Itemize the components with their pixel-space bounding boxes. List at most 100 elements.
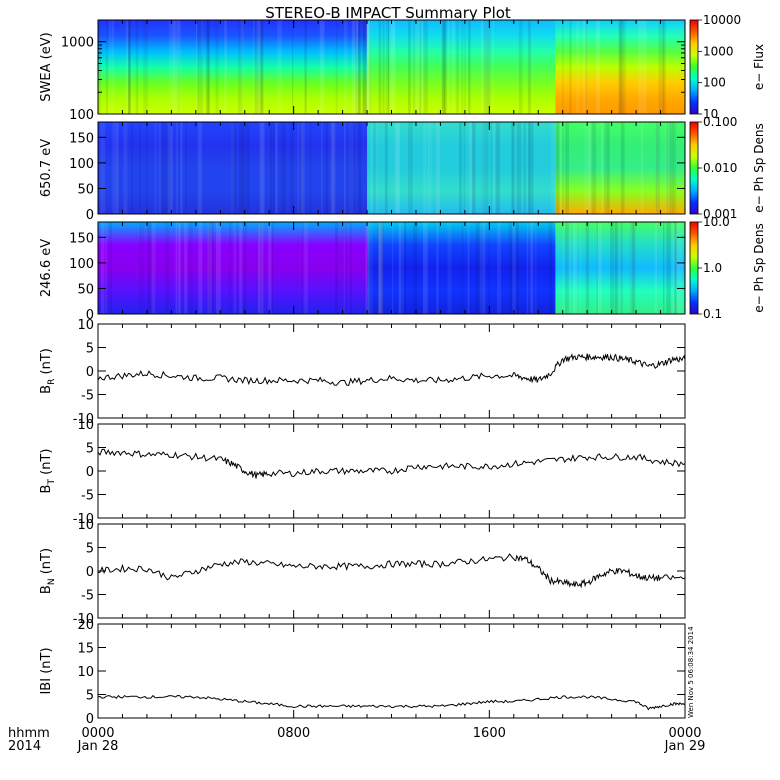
spectrogram-streak [567,222,571,314]
spectrogram-streak [358,122,362,214]
spectrogram-streak [582,20,587,114]
spectrogram-streak [658,20,661,114]
y-axis-label: BT (nT) [39,449,57,494]
spectrogram-streak [105,20,108,114]
spectrogram-streak [419,20,422,114]
spectrogram-streak [381,222,383,314]
y-tick-label: 5 [86,689,94,704]
spectrogram-streak [511,122,515,214]
spectrogram-streak [464,20,466,114]
spectrogram-streak [197,20,199,114]
spectrogram-region [98,20,368,114]
spectrogram-streak [259,122,265,214]
x-tick-sublabel: Jan 29 [664,739,706,754]
spectrogram-streak [201,20,203,114]
spectrogram-streak [390,20,394,114]
y-tick-label: 1000 [61,36,94,51]
spectrogram-streak [158,122,162,214]
spectrogram-streak [565,122,570,214]
spectrogram-streak [461,20,464,114]
spectrogram-streak [407,122,413,214]
y-tick-label: 15 [77,642,94,657]
y-axis-label: BR (nT) [39,348,57,394]
spectrogram-streak [459,122,462,214]
spectrogram-streak [109,20,112,114]
spectrogram-streak [482,222,486,314]
y-tick-label: 5 [86,442,94,457]
spectrogram-streak [171,20,176,114]
spectrogram-streak [216,222,221,314]
spectrogram-streak [100,222,105,314]
spectrogram-streak [619,20,622,114]
spectrogram-streak [175,222,178,314]
spectrogram-streak [185,122,187,214]
spectrogram-streak [240,20,244,114]
series-line-bmag [97,694,686,711]
spectrogram-streak [562,20,564,114]
spectrogram-streak [205,20,210,114]
spectrogram-streak [378,222,384,314]
y-tick-label: 10 [77,318,94,333]
spectrogram-streak [271,222,274,314]
spectrogram-streak [655,122,660,214]
spectrogram-streak [666,122,671,214]
spectrogram-streak [382,222,384,314]
spectrogram-region [555,20,686,114]
x-tick-label: 0000 [668,726,701,741]
spectrogram-streak [224,20,227,114]
spectrogram-streak [591,122,597,214]
spectrogram-region [555,122,686,214]
spectrogram-streak [127,20,131,114]
y-tick-label: 50 [77,282,94,297]
y-tick-label: 0 [86,365,94,380]
colorbar-tick-label: 10 [703,107,718,121]
spectrogram-streak [672,222,676,314]
y-tick-label: 0 [86,308,94,323]
spectrogram-streak [303,222,308,314]
spectrogram-streak [350,222,352,314]
spectrogram-streak [588,122,593,214]
spectrogram-streak [167,222,170,314]
spectrogram-streak [233,222,237,314]
spectrogram-streak [399,222,405,314]
spectrogram-streak [392,20,396,114]
spectrogram-streak [475,222,481,314]
spectrogram-streak [358,20,362,114]
y-tick-label: 10 [77,418,94,433]
spectrogram-streak [680,222,683,314]
spectrogram-streak [615,222,619,314]
spectrogram-streak [668,222,671,314]
spectrogram-streak [584,122,590,214]
spectrogram-streak [351,20,356,114]
spectrogram-streak [655,122,658,214]
y-axis-label: SWEA (eV) [39,32,54,101]
spectrogram-streak [331,122,334,214]
spectrogram-streak [382,20,385,114]
colorbar: 0.1 1.0 10.0 e− Ph Sp Dens [689,215,766,321]
spectrogram-streak [468,20,471,114]
spectrogram-streak [530,222,534,314]
colorbar-tick-label: 1000 [703,44,734,58]
spectrogram-streak [655,122,657,214]
spectrogram-streak [115,122,119,214]
y-tick-label: -5 [81,489,94,504]
spectrogram-streak [274,122,278,214]
spectrogram-streak [373,122,377,214]
panel-3: 0.1 1.0 10.0 e− Ph Sp Dens 0 50 100 150 246.6 eV [39,215,766,323]
colorbar-tick-label: 0.1 [703,307,722,321]
colorbar-tick-label: 0.010 [703,161,737,175]
colorbar-label: e− Flux [752,44,766,90]
spectrogram-streak [676,222,681,314]
spectrogram-streak [467,222,470,314]
spectrogram-streak [331,122,334,214]
spectrogram-streak [391,222,394,314]
spectrogram-streak [527,20,531,114]
x-tick-sublabel: Jan 28 [77,739,119,754]
y-tick-label: 100 [69,108,94,123]
spectrogram-streak [569,20,572,114]
spectrogram-streak [565,222,570,314]
spectrogram-streak [235,222,238,314]
colorbar-label: e− Ph Sp Dens [752,123,766,212]
spectrogram-streak [176,20,181,114]
